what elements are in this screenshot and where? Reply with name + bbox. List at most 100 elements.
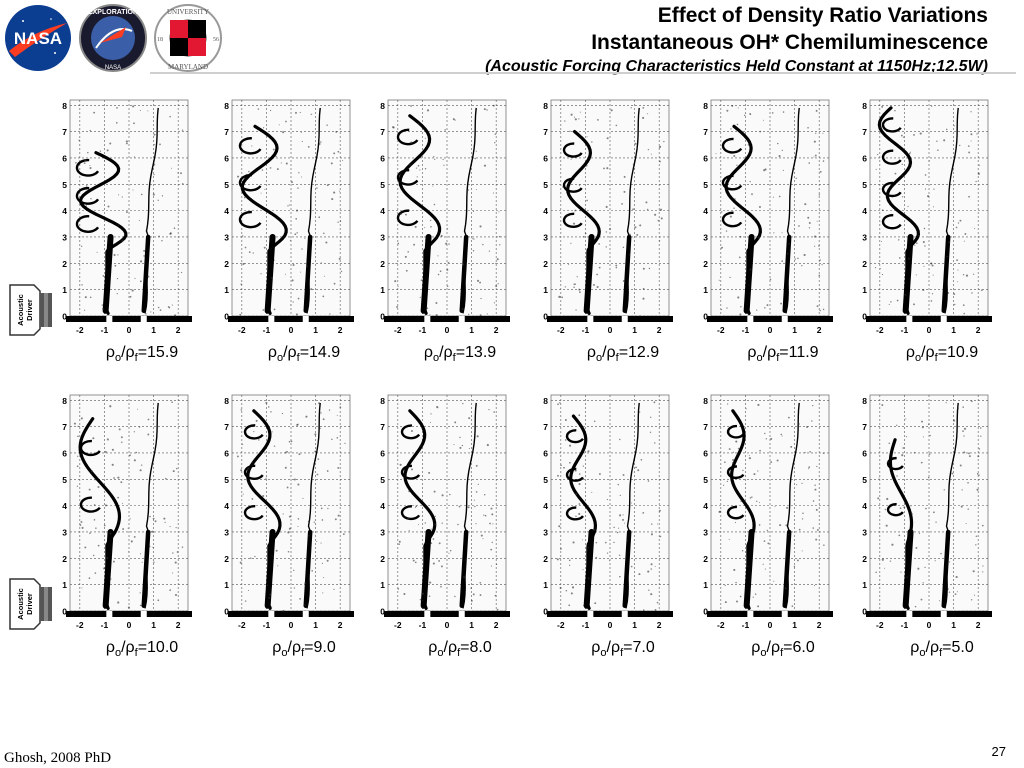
- y-tick-label: 3: [62, 527, 67, 537]
- svg-text:Driver: Driver: [25, 299, 34, 321]
- y-tick-label: 4: [380, 206, 385, 216]
- y-tick-label: 2: [862, 554, 867, 564]
- density-ratio-caption: ρo/ρf=14.9: [267, 344, 341, 365]
- x-tick-label: 0: [768, 620, 773, 630]
- density-ratio-caption: ρo/ρf=12.9: [586, 344, 660, 365]
- x-tick-label: -1: [742, 620, 750, 630]
- x-tick-label: 2: [176, 325, 181, 335]
- y-tick-label: 4: [703, 206, 708, 216]
- x-tick-label: 1: [632, 620, 637, 630]
- flame-panel: 0 1 2 3 4 5 6 7 8 -2 -1 0 1 2 ρo/ρf=13.9: [380, 95, 530, 364]
- x-tick-label: -1: [901, 620, 909, 630]
- y-tick-label: 8: [224, 101, 229, 111]
- y-tick-label: 2: [862, 259, 867, 269]
- title-line-3: (Acoustic Forcing Characteristics Held C…: [485, 58, 988, 75]
- x-tick-label: 2: [338, 325, 343, 335]
- flame-plot: 0 1 2 3 4 5 6 7 8 -2 -1 0 1 2: [703, 99, 833, 335]
- y-tick-label: 0: [862, 312, 867, 322]
- y-tick-label: 7: [862, 127, 867, 137]
- flame-panel: 0 1 2 3 4 5 6 7 8 -2 -1 0 1 2 ρo/ρf=10.9: [862, 95, 1012, 364]
- y-tick-label: 7: [62, 422, 67, 432]
- density-ratio-caption: ρo/ρf=6.0: [751, 639, 815, 660]
- y-tick-label: 4: [380, 501, 385, 511]
- density-ratio-caption: ρo/ρf=10.9: [905, 344, 979, 365]
- y-tick-label: 0: [380, 312, 385, 322]
- y-tick-label: 0: [62, 312, 67, 322]
- x-tick-label: -1: [901, 325, 909, 335]
- y-tick-label: 3: [224, 232, 229, 242]
- y-tick-label: 1: [380, 285, 385, 295]
- y-tick-label: 7: [380, 127, 385, 137]
- y-tick-label: 4: [62, 501, 67, 511]
- x-tick-label: 1: [792, 325, 797, 335]
- y-tick-label: 6: [703, 153, 708, 163]
- x-tick-label: -2: [717, 325, 725, 335]
- x-tick-label: 0: [445, 325, 450, 335]
- x-tick-label: -1: [582, 620, 590, 630]
- y-tick-label: 0: [543, 607, 548, 617]
- y-tick-label: 5: [543, 180, 548, 190]
- y-tick-label: 7: [224, 127, 229, 137]
- svg-text:NASA: NASA: [105, 65, 121, 71]
- x-tick-label: -1: [419, 620, 427, 630]
- x-tick-label: 1: [951, 620, 956, 630]
- x-tick-label: -2: [238, 325, 246, 335]
- x-tick-label: -2: [876, 620, 884, 630]
- density-ratio-caption: ρo/ρf=9.0: [272, 639, 336, 660]
- x-tick-label: 1: [313, 325, 318, 335]
- flame-plot: 0 1 2 3 4 5 6 7 8 -2 -1 0 1 2: [862, 394, 992, 630]
- y-tick-label: 0: [543, 312, 548, 322]
- y-tick-label: 8: [380, 396, 385, 406]
- y-tick-label: 2: [380, 259, 385, 269]
- flame-plot: 0 1 2 3 4 5 6 7 8 -2 -1 0 1 2: [380, 99, 510, 335]
- x-tick-label: 2: [494, 325, 499, 335]
- flame-plot: 0 1 2 3 4 5 6 7 8 -2 -1 0 1 2: [862, 99, 992, 335]
- y-tick-label: 7: [862, 422, 867, 432]
- y-tick-label: 6: [543, 448, 548, 458]
- x-tick-label: 0: [127, 620, 132, 630]
- flame-panel: 0 1 2 3 4 5 6 7 8 -2 -1 0 1 2 ρo/ρf=10.0: [62, 390, 212, 659]
- y-tick-label: 6: [703, 448, 708, 458]
- exploration-logo: EXPLORATION NASA: [79, 4, 147, 72]
- flame-panel: 0 1 2 3 4 5 6 7 8 -2 -1 0 1 2 ρo/ρf=14.9: [224, 95, 374, 364]
- y-tick-label: 6: [862, 448, 867, 458]
- x-tick-label: 0: [289, 620, 294, 630]
- y-tick-label: 5: [380, 475, 385, 485]
- y-tick-label: 6: [62, 448, 67, 458]
- y-tick-label: 8: [703, 396, 708, 406]
- svg-text:56: 56: [213, 37, 219, 43]
- y-tick-label: 5: [543, 475, 548, 485]
- x-tick-label: -1: [742, 325, 750, 335]
- density-ratio-caption: ρo/ρf=13.9: [423, 344, 497, 365]
- x-tick-label: 0: [608, 325, 613, 335]
- x-tick-label: -2: [557, 620, 565, 630]
- x-tick-label: 1: [313, 620, 318, 630]
- y-tick-label: 3: [543, 232, 548, 242]
- svg-text:UNIVERSITY: UNIVERSITY: [167, 8, 209, 16]
- y-tick-label: 5: [703, 475, 708, 485]
- y-tick-label: 1: [380, 580, 385, 590]
- density-ratio-caption: ρo/ρf=15.9: [105, 344, 179, 365]
- y-tick-label: 6: [380, 153, 385, 163]
- flame-plot: 0 1 2 3 4 5 6 7 8 -2 -1 0 1 2: [62, 394, 192, 630]
- y-tick-label: 3: [62, 232, 67, 242]
- y-tick-label: 0: [224, 607, 229, 617]
- y-tick-label: 8: [224, 396, 229, 406]
- x-tick-label: 2: [657, 325, 662, 335]
- y-tick-label: 2: [380, 554, 385, 564]
- x-tick-label: -2: [394, 325, 402, 335]
- y-tick-label: 7: [703, 422, 708, 432]
- y-tick-label: 8: [862, 396, 867, 406]
- svg-text:EXPLORATION: EXPLORATION: [88, 9, 138, 16]
- y-tick-label: 2: [224, 259, 229, 269]
- flame-plot: 0 1 2 3 4 5 6 7 8 -2 -1 0 1 2: [543, 394, 673, 630]
- y-tick-label: 4: [543, 206, 548, 216]
- x-tick-label: 1: [469, 325, 474, 335]
- title-line-2: Instantaneous OH* Chemiluminescence: [591, 31, 988, 54]
- y-tick-label: 3: [224, 527, 229, 537]
- y-tick-label: 6: [224, 153, 229, 163]
- flame-panel: 0 1 2 3 4 5 6 7 8 -2 -1 0 1 2 ρo/ρf=9.0: [224, 390, 374, 659]
- x-tick-label: -2: [238, 620, 246, 630]
- x-tick-label: -2: [557, 325, 565, 335]
- y-tick-label: 4: [703, 501, 708, 511]
